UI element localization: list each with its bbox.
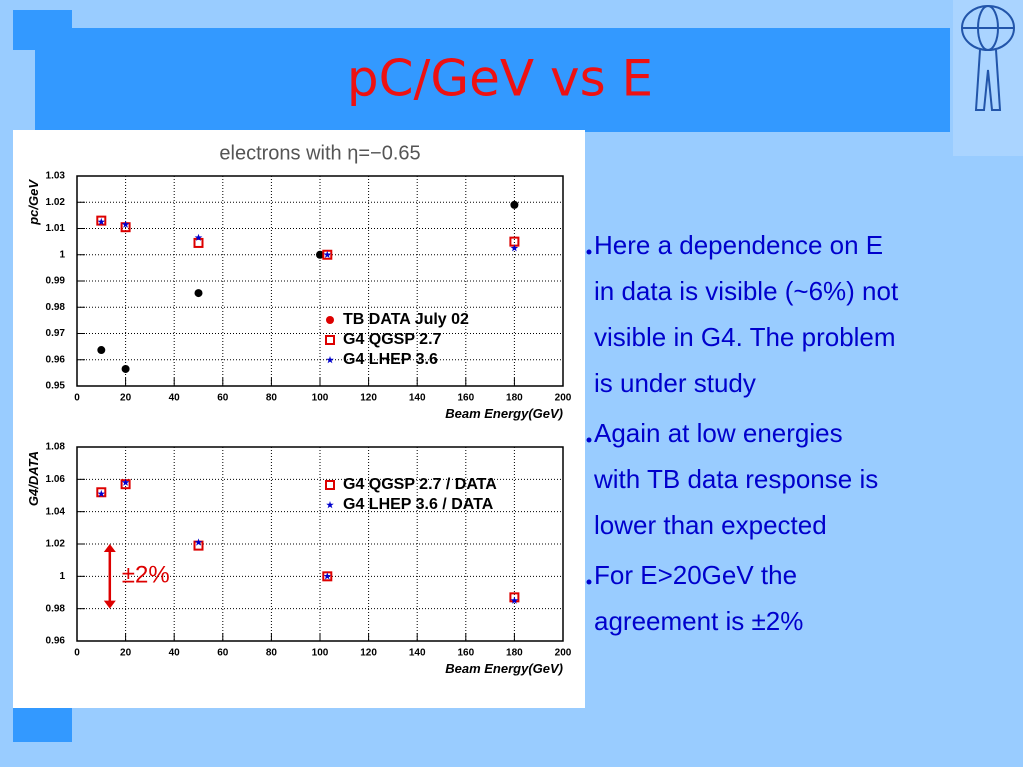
y-tick-label: 0.97 <box>46 328 66 339</box>
y-tick-label: 1.06 <box>46 474 66 485</box>
legend-label: G4 QGSP 2.7 / DATA <box>343 476 497 493</box>
x-tick-label: 60 <box>217 393 229 404</box>
x-tick-label: 0 <box>74 648 80 659</box>
marker <box>121 478 130 486</box>
y-axis-label: G4/DATA <box>26 451 41 506</box>
x-tick-label: 100 <box>312 648 329 659</box>
bullet-text: Again at low energies <box>594 418 843 448</box>
plot-frame <box>76 446 564 642</box>
x-tick-label: 200 <box>555 648 572 659</box>
x-tick-label: 60 <box>217 648 229 659</box>
bullet-dot <box>586 249 592 255</box>
annotation-text: ±2% <box>122 562 170 589</box>
bullet-text: agreement is ±2% <box>594 606 803 636</box>
marker <box>97 346 106 355</box>
y-tick-label: 1 <box>59 249 65 260</box>
y-tick-label: 0.98 <box>46 302 66 313</box>
x-tick-label: 80 <box>266 393 278 404</box>
x-tick-label: 120 <box>360 393 377 404</box>
y-tick-label: 1.04 <box>46 506 66 517</box>
y-tick-label: 1.02 <box>46 539 66 550</box>
marker <box>323 250 332 258</box>
marker <box>194 289 203 298</box>
marker <box>97 217 106 226</box>
x-tick-label: 20 <box>120 393 132 404</box>
y-tick-label: 0.99 <box>46 276 66 287</box>
bullet-dot <box>586 437 592 443</box>
x-tick-label: 200 <box>555 393 572 404</box>
logo <box>961 5 1015 111</box>
x-tick-label: 140 <box>409 648 426 659</box>
marker <box>194 233 203 241</box>
x-tick-label: 40 <box>169 393 181 404</box>
x-axis-label: Beam Energy(GeV) <box>445 661 563 676</box>
legend-label: G4 LHEP 3.6 / DATA <box>343 496 494 513</box>
y-tick-label: 0.98 <box>46 603 66 614</box>
legend-marker <box>325 335 335 345</box>
marker <box>96 487 107 498</box>
legend-marker <box>325 480 335 490</box>
x-tick-label: 140 <box>409 393 426 404</box>
y-tick-label: 1.01 <box>46 223 66 234</box>
arrow-head <box>103 600 116 609</box>
y-tick-label: 1 <box>59 571 65 582</box>
bullet-text: is under study <box>594 368 756 398</box>
y-tick-label: 1.02 <box>46 197 66 208</box>
plot-frame <box>76 175 564 387</box>
marker <box>121 364 130 373</box>
x-tick-label: 20 <box>120 648 132 659</box>
bullet-text: For E>20GeV the <box>594 560 797 590</box>
legend-marker <box>326 316 334 324</box>
y-axis-label: pc/GeV <box>26 179 41 226</box>
legend-label: G4 QGSP 2.7 <box>343 331 442 348</box>
marker <box>97 489 106 498</box>
x-tick-label: 0 <box>74 393 80 404</box>
legend-label: G4 LHEP 3.6 <box>343 351 438 368</box>
marker <box>510 596 519 604</box>
bullet-text: visible in G4. The problem <box>594 322 896 352</box>
legend-label: TB DATA July 02 <box>343 311 469 328</box>
marker <box>322 249 333 260</box>
bullet-text: Here a dependence on E <box>594 230 883 260</box>
marker <box>323 572 332 580</box>
chart-title: electrons with η=−0.65 <box>219 142 420 164</box>
bullet-text: in data is visible (~6%) not <box>594 276 899 306</box>
bullet-text: lower than expected <box>594 510 827 540</box>
arrow-head <box>103 544 116 552</box>
x-tick-label: 120 <box>360 648 377 659</box>
marker <box>510 244 519 252</box>
x-tick-label: 180 <box>506 648 523 659</box>
x-tick-label: 180 <box>506 393 523 404</box>
slide-title: pC/GeV vs E <box>347 50 653 108</box>
x-tick-label: 80 <box>266 648 278 659</box>
legend-marker <box>326 356 334 364</box>
y-tick-label: 0.95 <box>46 381 66 392</box>
x-tick-label: 100 <box>312 393 329 404</box>
y-tick-label: 0.96 <box>46 636 66 647</box>
bullet-text: with TB data response is <box>593 464 878 494</box>
bullet-dot <box>586 579 592 585</box>
marker <box>121 220 130 228</box>
marker <box>96 215 107 226</box>
x-tick-label: 40 <box>169 648 181 659</box>
marker <box>316 250 324 259</box>
x-axis-label: Beam Energy(GeV) <box>445 406 563 421</box>
x-tick-label: 160 <box>457 393 474 404</box>
legend-marker <box>326 501 334 509</box>
y-tick-label: 1.08 <box>46 442 66 453</box>
chart-panel <box>13 130 585 708</box>
y-tick-label: 1.03 <box>46 171 66 182</box>
marker <box>194 538 203 546</box>
marker <box>510 200 519 209</box>
y-tick-label: 0.96 <box>46 354 66 365</box>
x-tick-label: 160 <box>457 648 474 659</box>
title-bar <box>35 28 950 132</box>
